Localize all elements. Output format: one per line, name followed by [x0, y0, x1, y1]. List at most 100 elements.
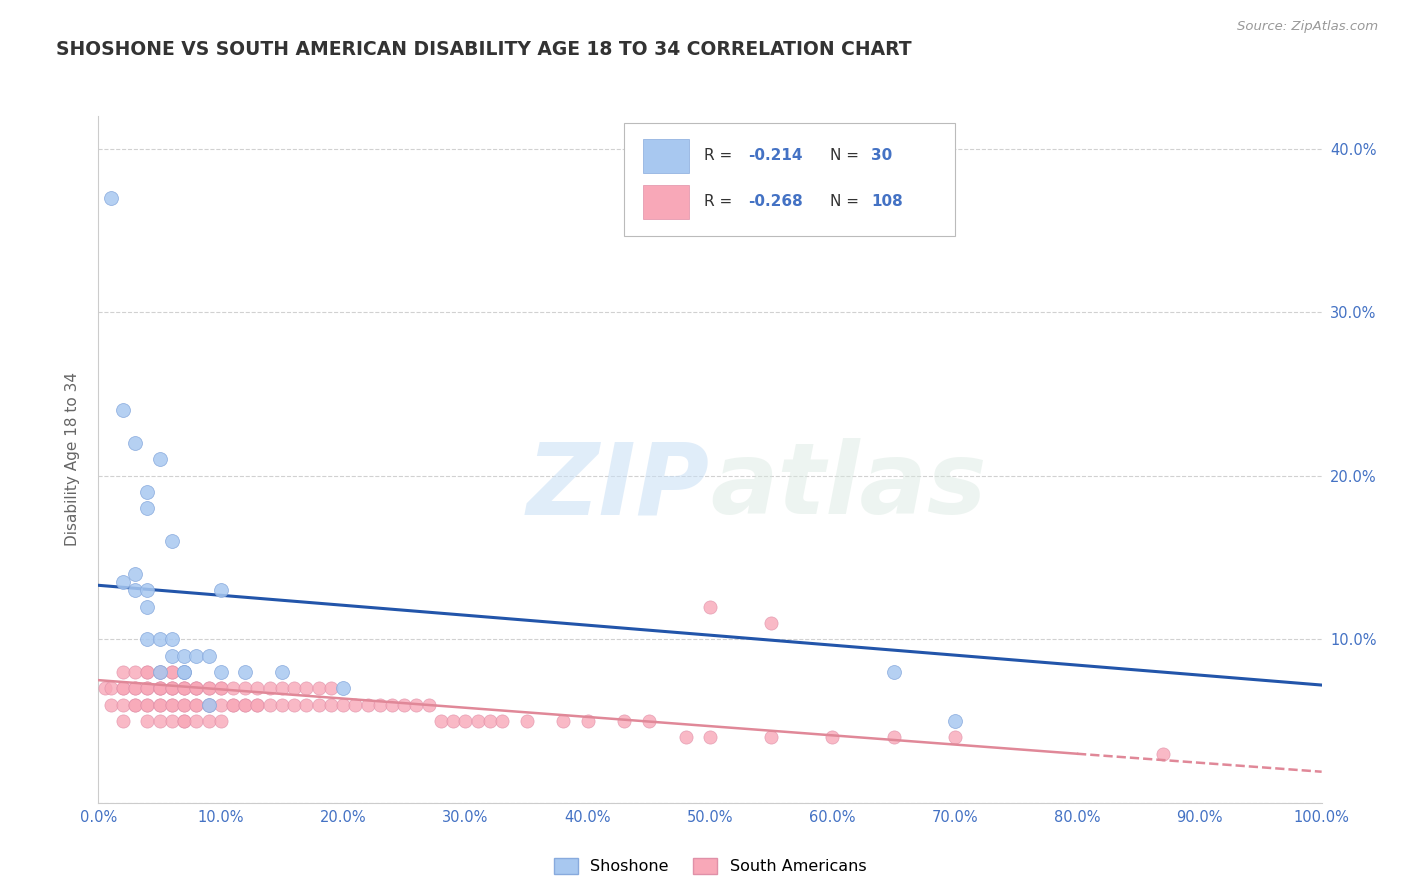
Point — [699, 599, 721, 614]
Point — [173, 714, 195, 728]
Point — [149, 681, 172, 696]
Point — [186, 698, 208, 712]
Point — [233, 665, 256, 679]
Point — [344, 698, 367, 712]
Point — [124, 698, 146, 712]
Point — [283, 681, 305, 696]
Point — [246, 698, 269, 712]
Point — [491, 714, 513, 728]
Point — [186, 681, 208, 696]
Point — [233, 698, 256, 712]
Point — [173, 648, 195, 663]
Point — [392, 698, 416, 712]
Point — [149, 681, 172, 696]
Point — [515, 714, 537, 728]
Point — [246, 681, 269, 696]
Text: 30: 30 — [872, 147, 893, 162]
Point — [160, 681, 183, 696]
Point — [149, 665, 172, 679]
Point — [111, 714, 134, 728]
Point — [308, 681, 330, 696]
Point — [454, 714, 477, 728]
Point — [160, 665, 183, 679]
Point — [186, 648, 208, 663]
Point — [675, 731, 697, 745]
Point — [356, 698, 378, 712]
Point — [124, 698, 146, 712]
Point — [160, 714, 183, 728]
Point — [124, 583, 146, 598]
Point — [197, 714, 219, 728]
Point — [149, 698, 172, 712]
Point — [332, 681, 354, 696]
Point — [209, 681, 232, 696]
Point — [209, 714, 232, 728]
Point — [173, 714, 195, 728]
Point — [430, 714, 453, 728]
Point — [186, 698, 208, 712]
Text: N =: N = — [830, 147, 863, 162]
Point — [136, 501, 159, 516]
Text: 108: 108 — [872, 194, 903, 210]
Point — [418, 698, 440, 712]
Point — [124, 681, 146, 696]
Point — [197, 698, 219, 712]
Point — [270, 698, 294, 712]
Point — [197, 681, 219, 696]
Point — [136, 599, 159, 614]
Point — [821, 731, 844, 745]
Point — [136, 698, 159, 712]
Point — [136, 681, 159, 696]
Point — [111, 403, 134, 417]
Point — [883, 665, 905, 679]
Point — [270, 665, 294, 679]
Point — [576, 714, 599, 728]
FancyBboxPatch shape — [624, 123, 955, 236]
Point — [283, 698, 305, 712]
Point — [136, 583, 159, 598]
Point — [613, 714, 636, 728]
Point — [295, 681, 318, 696]
Point — [883, 731, 905, 745]
Point — [136, 665, 159, 679]
Point — [124, 665, 146, 679]
Point — [160, 698, 183, 712]
Point — [136, 632, 159, 647]
Point — [149, 698, 172, 712]
Text: Source: ZipAtlas.com: Source: ZipAtlas.com — [1237, 20, 1378, 33]
Point — [638, 714, 661, 728]
Point — [332, 698, 354, 712]
Legend: Shoshone, South Americans: Shoshone, South Americans — [547, 851, 873, 880]
Point — [136, 714, 159, 728]
Point — [186, 681, 208, 696]
Point — [943, 731, 966, 745]
Point — [381, 698, 404, 712]
FancyBboxPatch shape — [643, 185, 689, 219]
Point — [1152, 747, 1174, 761]
Point — [100, 191, 122, 205]
Point — [197, 648, 219, 663]
Point — [222, 698, 245, 712]
Point — [173, 681, 195, 696]
Point — [259, 698, 281, 712]
Point — [186, 714, 208, 728]
Point — [197, 698, 219, 712]
Point — [173, 665, 195, 679]
Point — [173, 665, 195, 679]
Point — [209, 698, 232, 712]
Text: R =: R = — [704, 147, 737, 162]
Point — [761, 731, 783, 745]
Point — [209, 583, 232, 598]
Point — [197, 681, 219, 696]
Point — [441, 714, 464, 728]
Point — [160, 632, 183, 647]
Point — [100, 698, 122, 712]
Point — [246, 698, 269, 712]
Point — [124, 566, 146, 581]
Point — [149, 714, 172, 728]
Point — [111, 681, 134, 696]
Point — [295, 698, 318, 712]
Point — [93, 681, 115, 696]
Text: SHOSHONE VS SOUTH AMERICAN DISABILITY AGE 18 TO 34 CORRELATION CHART: SHOSHONE VS SOUTH AMERICAN DISABILITY AG… — [56, 40, 912, 59]
Text: atlas: atlas — [710, 438, 987, 535]
